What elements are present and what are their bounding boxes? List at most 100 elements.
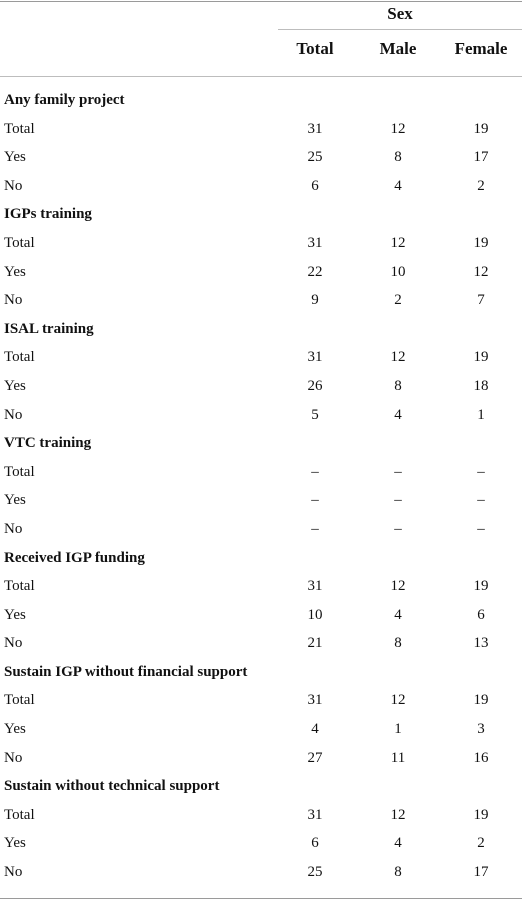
- row-label: No: [4, 635, 23, 652]
- table-row: No 21 8 13: [0, 629, 522, 658]
- section-title: VTC training: [4, 435, 92, 452]
- cell-male: 12: [390, 349, 406, 366]
- cell-male: 12: [390, 578, 406, 595]
- cell-total: 4: [311, 721, 319, 738]
- cell-male: –: [394, 520, 402, 537]
- cell-female: 6: [477, 606, 485, 623]
- cell-male: 8: [394, 864, 402, 881]
- row-label: Yes: [4, 606, 26, 623]
- cell-total: –: [311, 520, 319, 537]
- cell-total: 25: [307, 149, 323, 166]
- section-title: Sustain IGP without financial support: [4, 663, 248, 680]
- table-bottom-rule: [0, 898, 522, 899]
- table-row: Total – – –: [0, 458, 522, 487]
- table-row: No 6 4 2: [0, 172, 522, 201]
- cell-total: 22: [307, 263, 323, 280]
- table-row: Total 31 12 19: [0, 229, 522, 258]
- cell-male: 8: [394, 149, 402, 166]
- cell-female: –: [477, 492, 485, 509]
- cell-female: 19: [473, 806, 489, 823]
- row-label: Yes: [4, 721, 26, 738]
- table-body: Any family project Total 31 12 19 Yes 25 8 17 No 6…: [0, 86, 522, 887]
- row-label: Yes: [4, 263, 26, 280]
- row-label: Total: [4, 578, 35, 595]
- section-title: ISAL training: [4, 320, 94, 337]
- cell-male: 8: [394, 377, 402, 394]
- cell-female: 12: [473, 263, 489, 280]
- cell-total: 31: [307, 349, 323, 366]
- cell-female: 2: [477, 177, 485, 194]
- table-row: No 9 2 7: [0, 286, 522, 315]
- cell-male: 8: [394, 635, 402, 652]
- row-label: Yes: [4, 377, 26, 394]
- row-label: No: [4, 864, 23, 881]
- cell-female: 16: [473, 749, 489, 766]
- cell-female: 2: [477, 835, 485, 852]
- cell-total: 5: [311, 406, 319, 423]
- cell-female: –: [477, 520, 485, 537]
- cell-total: –: [311, 492, 319, 509]
- row-label: Total: [4, 349, 35, 366]
- table-row: Total 31 12 19: [0, 343, 522, 372]
- table-row: No – – –: [0, 515, 522, 544]
- table-row: Yes 6 4 2: [0, 829, 522, 858]
- table-row: No 25 8 17: [0, 858, 522, 887]
- cell-female: 19: [473, 692, 489, 709]
- cell-total: 31: [307, 234, 323, 251]
- cell-male: 1: [394, 721, 402, 738]
- cell-total: –: [311, 463, 319, 480]
- table-row: Yes 4 1 3: [0, 715, 522, 744]
- table-row: Yes 10 4 6: [0, 601, 522, 630]
- cell-female: 19: [473, 120, 489, 137]
- column-header-female: Female: [454, 39, 508, 58]
- header-bottom-rule: [0, 76, 522, 77]
- cell-female: 13: [473, 635, 489, 652]
- row-label: Total: [4, 692, 35, 709]
- cell-female: 17: [473, 149, 489, 166]
- cell-female: 18: [473, 377, 489, 394]
- table-row: Yes 25 8 17: [0, 143, 522, 172]
- cell-total: 26: [307, 377, 323, 394]
- table-row: Total 31 12 19: [0, 115, 522, 144]
- row-label: No: [4, 749, 23, 766]
- cell-total: 25: [307, 864, 323, 881]
- cell-male: 12: [390, 692, 406, 709]
- cell-total: 9: [311, 292, 319, 309]
- cell-male: 11: [390, 749, 406, 766]
- cell-male: –: [394, 492, 402, 509]
- row-label: Total: [4, 120, 35, 137]
- cell-female: 1: [477, 406, 485, 423]
- cell-total: 6: [311, 177, 319, 194]
- row-label: Yes: [4, 149, 26, 166]
- section-title: IGPs training: [4, 206, 92, 223]
- table-row: Yes 22 10 12: [0, 258, 522, 287]
- cell-female: 3: [477, 721, 485, 738]
- table-row: Total 31 12 19: [0, 801, 522, 830]
- cell-female: 19: [473, 234, 489, 251]
- cell-male: 4: [394, 406, 402, 423]
- cell-male: 4: [394, 606, 402, 623]
- cell-total: 31: [307, 120, 323, 137]
- section-title: Received IGP funding: [4, 549, 145, 566]
- row-label: Yes: [4, 492, 26, 509]
- cell-total: 10: [307, 606, 323, 623]
- row-label: Total: [4, 463, 35, 480]
- table-row: Total 31 12 19: [0, 686, 522, 715]
- column-header-total: Total: [296, 39, 334, 58]
- cell-male: 12: [390, 120, 406, 137]
- cell-female: –: [477, 463, 485, 480]
- cell-female: 17: [473, 864, 489, 881]
- cell-total: 31: [307, 806, 323, 823]
- cell-male: 2: [394, 292, 402, 309]
- cell-total: 21: [307, 635, 323, 652]
- row-label: Total: [4, 806, 35, 823]
- cell-female: 7: [477, 292, 485, 309]
- row-label: No: [4, 292, 23, 309]
- table-row: No 27 11 16: [0, 744, 522, 773]
- row-label: No: [4, 520, 23, 537]
- column-group-rule: [278, 29, 522, 30]
- column-group-header-sex: Sex: [387, 4, 413, 23]
- cell-male: 10: [390, 263, 406, 280]
- column-header-male: Male: [379, 39, 417, 58]
- cell-total: 31: [307, 692, 323, 709]
